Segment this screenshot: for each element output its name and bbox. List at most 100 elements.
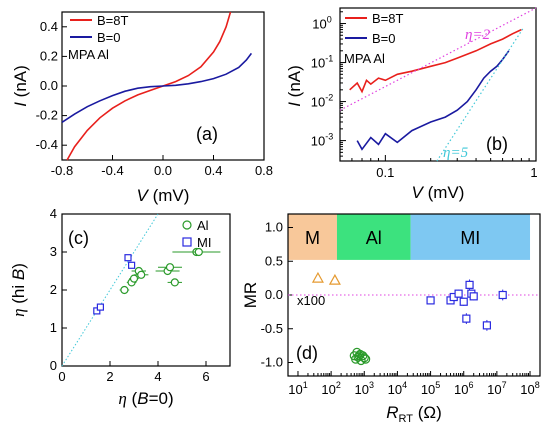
- d-ytick-label-1: -0.5: [261, 321, 283, 336]
- panel-b-ticks: 0.1 1 10-3 10-2 10-1 100: [311, 11, 538, 180]
- a-ytick-label-3: 0.2: [40, 48, 58, 63]
- d-mi-point-4: [459, 297, 468, 306]
- d-band-label-0: M: [305, 228, 320, 248]
- c-mi-point-1: [96, 303, 105, 311]
- d-mi-point-10: [498, 290, 507, 300]
- c-xtick-label-2: 4: [154, 369, 161, 384]
- ylabel-c: η (hi B): [9, 263, 28, 317]
- legend-a-label-1: B=8T: [97, 13, 128, 28]
- panel-a: -0.8 -0.4 0.0 0.4 0.8-0.4-0.20.00.20.4 B=8T …: [11, 11, 273, 205]
- b-ytick-label-3: 100: [312, 15, 331, 32]
- a-ytick-label-4: 0.4: [40, 19, 58, 34]
- panel-a-lines: [61, 11, 253, 161]
- d-ytick-label-3: 0.5: [265, 253, 283, 268]
- legend-c-label-al: Al: [197, 218, 209, 233]
- c-al-point-2: [129, 274, 139, 283]
- d-ytick-label-0: -1.0: [261, 355, 283, 370]
- d-mi-point-9: [482, 321, 491, 330]
- eta-2-label: η=2: [465, 27, 491, 43]
- panel-c-ticks: 0 2 4 6 0 1 2 3 4: [50, 206, 210, 384]
- d-xtick-label-6: 106: [454, 380, 473, 397]
- panel-c: 0 2 4 6 0 1 2 3 4 Al MI (c) η (hi B) η (B=0): [9, 206, 231, 408]
- a-ytick-label-2: 0.0: [40, 78, 58, 93]
- c-al-point-7: [170, 278, 179, 287]
- panel-d-lines: [288, 271, 540, 366]
- panel-c-lines: [61, 213, 221, 367]
- d-xtick-label-5: 105: [421, 380, 440, 397]
- c-al-point-6: [165, 263, 175, 272]
- c-al-point-9: [194, 247, 203, 257]
- legend-a-label-2: B=0: [97, 30, 121, 45]
- ylabel-d: MR: [241, 282, 260, 308]
- a-xtick-label-0: -0.8: [51, 163, 73, 178]
- c-ytick-label-1: 1: [50, 320, 57, 335]
- d-m-point-1: [328, 273, 341, 285]
- b-ytick-label-1: 10-2: [311, 93, 333, 110]
- xlabel-a: V (mV): [137, 186, 190, 205]
- annotation-d: x100: [297, 293, 325, 308]
- d-xtick-label-3: 103: [355, 380, 374, 397]
- d-m-point-0: [311, 271, 324, 283]
- panel-d-bands: M Al MI: [288, 214, 531, 260]
- d-xtick-label-7: 107: [487, 380, 506, 397]
- b-xtick-label-1: 1: [530, 165, 537, 180]
- c-xtick-label-0: 0: [58, 369, 65, 384]
- a-series-line-1: [61, 52, 253, 123]
- d-mi-point-8: [469, 292, 478, 301]
- c-mi-point-2: [124, 254, 132, 262]
- a-ytick-label-1: -0.2: [36, 108, 58, 123]
- b-ytick-label-0: 10-3: [311, 132, 333, 149]
- c-xtick-label-1: 2: [106, 369, 113, 384]
- d-band-2: [410, 214, 531, 260]
- d-xtick-label-4: 104: [388, 380, 407, 397]
- b-xtick-label-0: 0.1: [376, 165, 394, 180]
- d-al-point-8: [359, 353, 369, 363]
- c-al-point-0: [120, 285, 129, 295]
- a-xtick-label-2: 0.0: [154, 163, 172, 178]
- d-xtick-label-8: 108: [520, 380, 539, 397]
- panel-b-lines: [339, 7, 537, 162]
- d-band-0: [288, 214, 337, 260]
- a-xtick-label-3: 0.4: [204, 163, 222, 178]
- panel-label-c: (c): [68, 228, 89, 248]
- eta-5-label: η=5: [443, 145, 469, 161]
- legend-c-marker-mi: [182, 237, 192, 247]
- panel-d-ticks: 101 102 103 104 105 106 107 108 -1.0 -0.5 0.0 0.5 1.…: [261, 220, 540, 398]
- d-mi-point-3: [454, 289, 463, 298]
- c-ytick-label-2: 2: [50, 282, 57, 297]
- legend-c-marker-al: [182, 220, 192, 230]
- panel-a-ticks: -0.8 -0.4 0.0 0.4 0.8 -0.4 -0.2 0.0 0.2 0.4: [36, 19, 273, 178]
- c-ytick-label-0: 0: [50, 358, 57, 373]
- panel-d: M Al MI 101 102 103 104 105 106 107 108 -1.0 -0.5 0.…: [241, 213, 541, 425]
- b-series-line-3: [436, 26, 525, 162]
- d-ytick-label-4: 1.0: [265, 220, 283, 235]
- ylabel-b: I (nA): [285, 65, 304, 107]
- b-ytick-label-2: 10-1: [311, 54, 333, 71]
- a-series-line-0: [66, 11, 232, 161]
- a-xtick-label-1: -0.4: [101, 163, 123, 178]
- b-series-line-2: [339, 7, 537, 111]
- c-mi-point-3: [128, 261, 136, 269]
- c-ytick-label-4: 4: [50, 206, 57, 221]
- c-al-point-4: [137, 270, 146, 279]
- d-al-point-9: [361, 354, 371, 364]
- panel-b-frame: [339, 7, 537, 162]
- legend-c-label-mi: MI: [197, 235, 211, 250]
- panel-label-a: (a): [196, 124, 218, 144]
- legend-b-label-1: B=8T: [372, 11, 403, 26]
- d-band-label-1: Al: [366, 228, 382, 248]
- c-ytick-label-3: 3: [50, 244, 57, 259]
- annotation-a: MPA Al: [68, 47, 109, 62]
- annotation-b: MPA Al: [344, 51, 385, 66]
- d-mi-point-0: [426, 296, 435, 305]
- d-band-1: [336, 214, 411, 260]
- d-xtick-label-2: 102: [321, 380, 340, 397]
- panel-label-b: (b): [486, 134, 508, 154]
- ylabel-a: I (nA): [11, 65, 30, 107]
- panel-label-d: (d): [296, 343, 318, 363]
- d-mi-point-6: [465, 280, 474, 289]
- b-series-line-1: [356, 50, 510, 151]
- c-xtick-label-3: 6: [202, 369, 209, 384]
- d-band-label-2: MI: [460, 228, 480, 248]
